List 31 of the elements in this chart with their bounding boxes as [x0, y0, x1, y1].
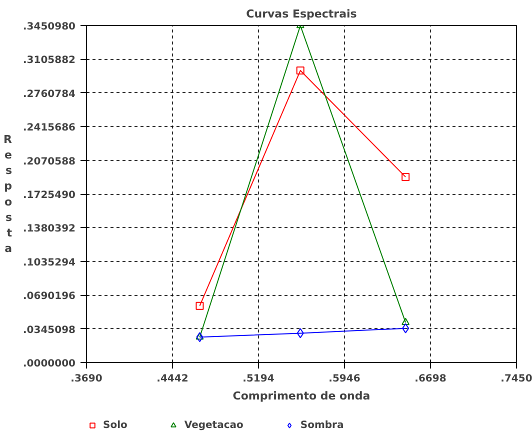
y-tick-label: .3105882 — [22, 55, 76, 66]
point — [296, 66, 304, 75]
y-tick-label: .0000000 — [22, 358, 76, 370]
y-tick-label: .1380392 — [22, 224, 76, 235]
y-tick-label: .3450980 — [22, 22, 76, 32]
point — [196, 332, 204, 342]
x-tick-label: .5946 — [328, 374, 360, 384]
y-tick-label: .0345098 — [22, 324, 76, 336]
legend-label: Sombra — [300, 420, 344, 430]
y-tick-label: .2070588 — [22, 156, 76, 168]
y-axis-title: Resposta — [4, 132, 13, 256]
point — [402, 172, 410, 181]
y-tick-label: .0690196 — [22, 291, 76, 302]
y-tick-label: .1725490 — [22, 190, 76, 201]
legend-label: Solo — [103, 420, 128, 430]
y-tick-label: .2415686 — [22, 122, 76, 134]
point — [296, 328, 304, 338]
point — [196, 302, 204, 310]
x-axis-title: Comprimento de onda — [232, 390, 370, 402]
point — [402, 318, 410, 325]
point — [196, 332, 204, 340]
x-tick-label: .3690 — [70, 374, 102, 384]
chart-title: Curvas Espectrais — [246, 8, 358, 20]
legend-label: Vegetacao — [184, 420, 244, 430]
point — [402, 323, 410, 334]
x-tick-label: .4442 — [156, 374, 188, 384]
x-tick-label: .6698 — [414, 374, 446, 384]
x-tick-label: .7450 — [500, 374, 532, 384]
y-tick-label: .1035294 — [22, 257, 76, 268]
y-tick-label: .2760784 — [22, 88, 76, 100]
x-tick-label: .5194 — [242, 374, 274, 384]
